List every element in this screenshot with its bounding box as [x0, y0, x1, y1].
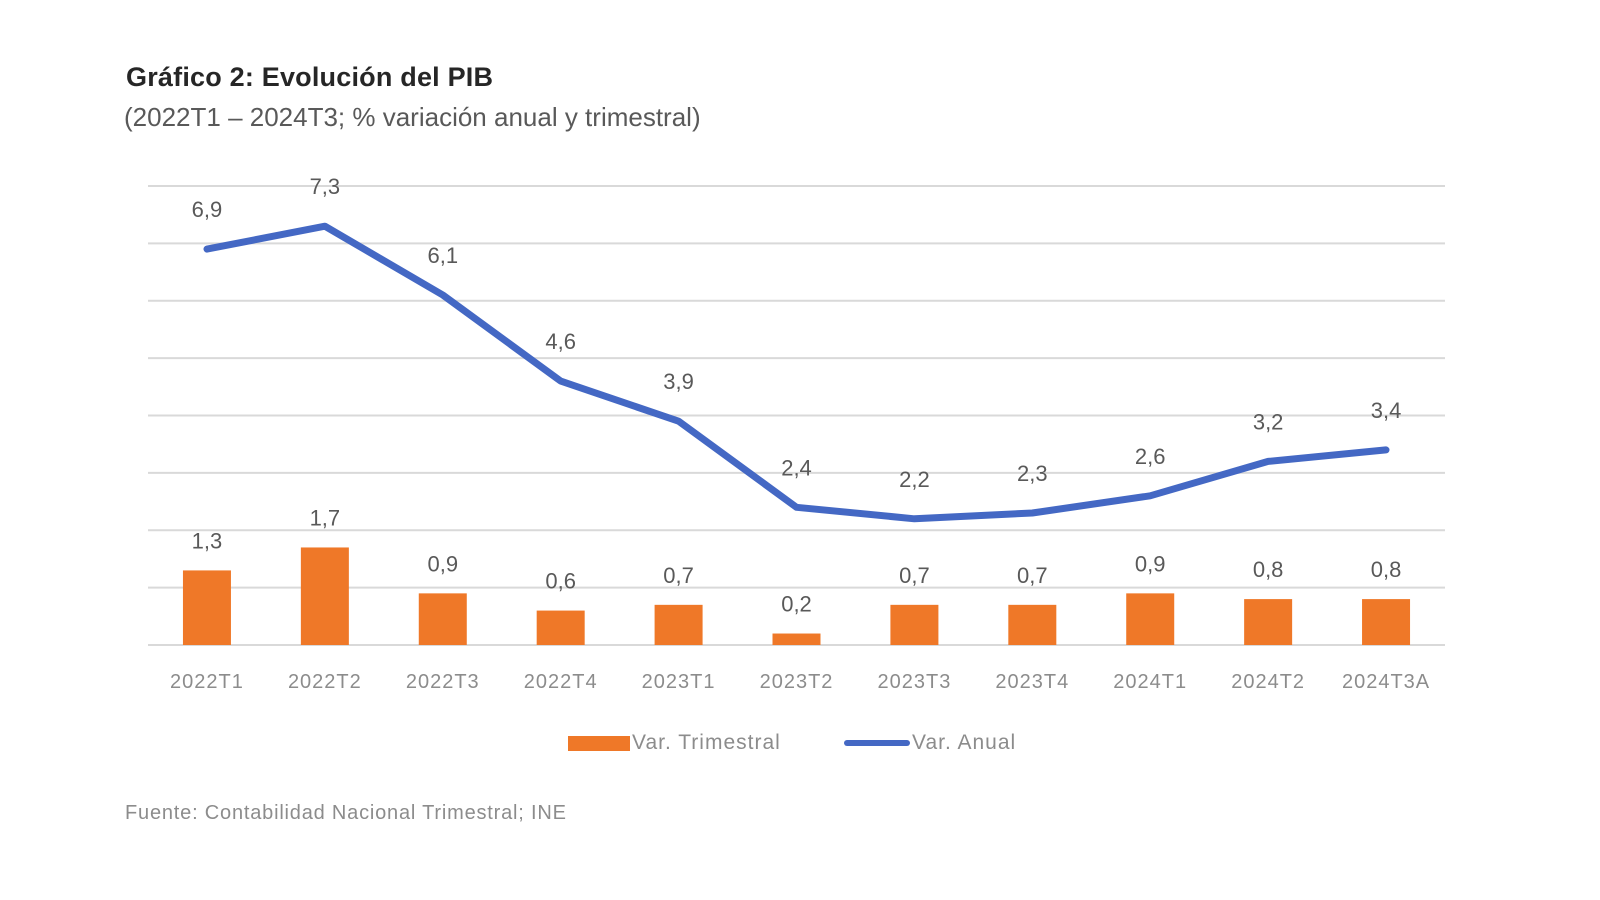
x-tick-label: 2024T2 — [1231, 671, 1305, 693]
bar — [1362, 599, 1411, 645]
x-tick-label: 2023T1 — [642, 671, 716, 693]
bar — [1008, 604, 1057, 645]
bar-series-var-trimestral — [182, 547, 1411, 645]
x-tick-label: 2022T4 — [524, 671, 598, 693]
bar-data-label: 0,7 — [1017, 563, 1048, 588]
legend-swatch-line-icon — [844, 740, 910, 746]
x-tick-label: 2022T2 — [288, 671, 362, 693]
bar-data-labels: 1,3 1,7 0,9 0,6 0,7 0,2 0,7 0,7 0,9 0,8 0,8 — [192, 505, 1402, 616]
bar — [1244, 599, 1293, 645]
x-tick-labels: 2022T1 2022T2 2022T3 2022T4 2023T1 2023T2 2023… — [170, 671, 1430, 693]
line-data-label: 2,3 — [1017, 461, 1048, 486]
bar-data-label: 1,3 — [192, 528, 223, 553]
legend-item-var-trimestral[interactable]: Var. Trimestral — [568, 731, 781, 755]
line-data-label: 3,9 — [663, 369, 694, 394]
bar-data-label: 0,8 — [1253, 557, 1284, 582]
legend-label: Var. Anual — [912, 731, 1017, 754]
bar — [182, 570, 231, 645]
line-data-label: 7,3 — [310, 174, 341, 199]
x-tick-label: 2022T1 — [170, 671, 244, 693]
x-tick-label: 2022T3 — [406, 671, 480, 693]
bar-data-label: 0,7 — [899, 563, 930, 588]
bar — [654, 604, 703, 645]
line-data-label: 3,2 — [1253, 409, 1284, 434]
bar-data-label: 0,2 — [781, 592, 812, 617]
bar-data-label: 1,7 — [310, 505, 341, 530]
x-tick-label: 2023T4 — [995, 671, 1069, 693]
bar-data-label: 0,6 — [545, 569, 576, 594]
bar — [890, 604, 939, 645]
bar-data-label: 0,7 — [663, 563, 694, 588]
x-tick-label: 2024T3A — [1342, 671, 1430, 693]
line-data-label: 3,4 — [1371, 398, 1402, 423]
chart-subtitle: (2022T1 – 2024T3; % variación anual y tr… — [124, 102, 701, 132]
source-note: Fuente: Contabilidad Nacional Trimestral… — [125, 802, 567, 824]
line-data-label: 6,9 — [192, 197, 223, 222]
line-data-label: 2,4 — [781, 455, 812, 480]
bar — [536, 610, 585, 645]
bar — [300, 547, 349, 645]
bar — [1126, 593, 1175, 645]
chart-title: Gráfico 2: Evolución del PIB — [126, 62, 494, 92]
line-data-label: 4,6 — [545, 329, 576, 354]
bar-data-label: 0,9 — [427, 551, 458, 576]
legend-label: Var. Trimestral — [632, 731, 781, 754]
bar-data-label: 0,8 — [1371, 557, 1402, 582]
line-data-label: 2,6 — [1135, 444, 1166, 469]
line-data-label: 6,1 — [427, 243, 458, 268]
legend-item-var-anual[interactable]: Var. Anual — [844, 731, 1016, 755]
x-tick-label: 2023T2 — [760, 671, 834, 693]
bar-data-label: 0,9 — [1135, 551, 1166, 576]
legend-swatch-bar-icon — [568, 735, 630, 751]
line-series-var-anual — [203, 222, 1390, 523]
line-data-label: 2,2 — [899, 467, 930, 492]
x-tick-label: 2023T3 — [877, 671, 951, 693]
x-tick-label: 2024T1 — [1113, 671, 1187, 693]
bar — [418, 593, 467, 645]
line-data-labels: 6,9 7,3 6,1 4,6 3,9 2,4 2,2 2,3 2,6 3,2 3,4 — [192, 174, 1402, 492]
bar — [772, 633, 821, 645]
